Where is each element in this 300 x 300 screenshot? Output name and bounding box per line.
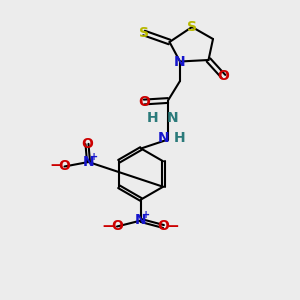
Text: S: S — [187, 20, 197, 34]
Text: N: N — [135, 214, 147, 227]
Text: O: O — [81, 137, 93, 151]
Text: H: H — [147, 112, 158, 125]
Text: S: S — [139, 26, 149, 40]
Text: N: N — [158, 131, 169, 145]
Text: O: O — [158, 220, 169, 233]
Text: N: N — [174, 55, 186, 68]
Text: O: O — [218, 70, 230, 83]
Text: −: − — [166, 219, 179, 234]
Text: H: H — [174, 131, 186, 145]
Text: −: − — [102, 219, 114, 234]
Text: N: N — [83, 155, 94, 169]
Text: O: O — [58, 160, 70, 173]
Text: −: − — [50, 158, 62, 173]
Text: N: N — [167, 112, 178, 125]
Text: +: + — [142, 210, 151, 220]
Text: +: + — [90, 152, 98, 162]
Text: O: O — [111, 220, 123, 233]
Text: O: O — [138, 95, 150, 109]
